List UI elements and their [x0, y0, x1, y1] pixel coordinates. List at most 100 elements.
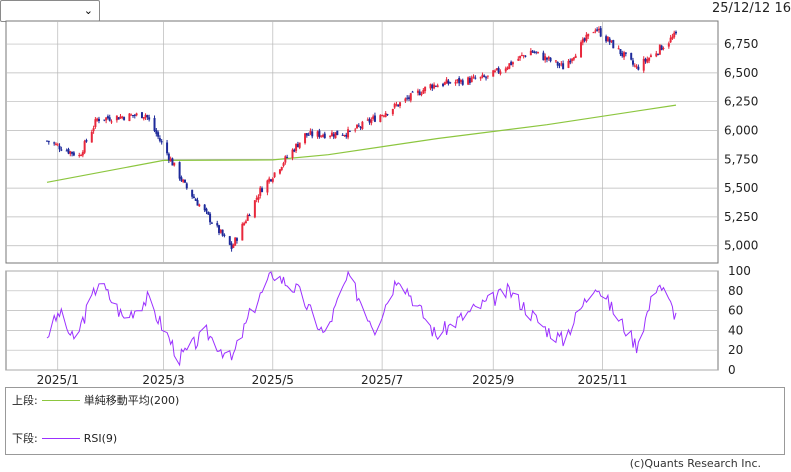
candle-body — [669, 37, 672, 43]
candle-body — [556, 61, 559, 66]
candle-body — [580, 42, 583, 58]
candle-body — [545, 57, 548, 60]
candle-body — [248, 214, 251, 217]
candle-body — [372, 116, 375, 119]
candle-body — [599, 28, 602, 37]
candle-body — [320, 135, 323, 137]
candle-body — [631, 60, 634, 65]
candle-body — [470, 77, 473, 83]
candle-body — [140, 112, 143, 119]
candle-body — [499, 71, 502, 74]
legend-lower: 下段: RSI(9) — [12, 430, 117, 446]
candle-body — [90, 131, 93, 143]
candle-body — [357, 125, 360, 127]
candle-body — [422, 89, 425, 94]
candle-body — [393, 103, 396, 108]
candle-body — [196, 200, 199, 206]
candle-body — [69, 151, 72, 155]
candle-body — [142, 117, 145, 119]
candle-body — [321, 135, 324, 137]
candle-body — [336, 130, 339, 136]
candle-body — [359, 126, 362, 128]
candle-body — [223, 234, 226, 236]
candle-body — [361, 121, 364, 129]
candle-body — [255, 198, 258, 200]
candle-body — [671, 36, 674, 39]
candle-body — [108, 117, 111, 121]
candle-body — [261, 188, 264, 193]
candle-body — [81, 152, 84, 156]
candle-body — [270, 179, 273, 182]
candle-body — [348, 130, 351, 132]
candle-body — [284, 156, 287, 163]
candle-body — [135, 113, 138, 116]
candle-body — [278, 169, 281, 174]
candle-body — [304, 133, 307, 144]
x-tick-label: 2025/3 — [142, 373, 184, 387]
candle-body — [318, 130, 321, 138]
candle-body — [562, 63, 565, 70]
candle-body — [492, 70, 495, 77]
candle-body — [537, 51, 540, 53]
candle-body — [92, 128, 95, 132]
candle-body — [216, 223, 219, 226]
candle-body — [343, 135, 346, 137]
candle-body — [307, 134, 310, 136]
candle-body — [587, 33, 590, 37]
candle-body — [169, 158, 172, 162]
candle-body — [334, 132, 337, 139]
candle-body — [266, 180, 269, 193]
candle-body — [495, 68, 498, 70]
candle-body — [94, 119, 97, 128]
candle-body — [332, 134, 335, 137]
candle-body — [271, 178, 274, 182]
candle-body — [479, 76, 482, 79]
candle-body — [244, 221, 247, 224]
candle-body — [123, 117, 126, 120]
candle-body — [583, 38, 586, 41]
legend-upper-series: 単純移動平均(200) — [83, 394, 180, 407]
candle-body — [67, 149, 70, 154]
candle-body — [386, 114, 389, 116]
candle-body — [58, 145, 61, 150]
candle-body — [155, 130, 158, 134]
x-tick-label: 2025/5 — [252, 373, 294, 387]
candle-body — [395, 104, 398, 106]
candle-body — [293, 149, 296, 152]
candle-body — [144, 114, 147, 118]
candle-body — [180, 177, 183, 181]
candle-body — [121, 116, 124, 118]
price-y-tick-label: 5,500 — [724, 181, 758, 195]
timestamp: 25/12/12 16 — [711, 1, 791, 16]
candle-body — [282, 163, 285, 166]
candle-body — [399, 102, 402, 106]
candle-body — [420, 93, 423, 95]
candle-body — [309, 131, 312, 135]
candle-body — [644, 58, 647, 62]
candle-body — [228, 236, 231, 245]
candle-body — [637, 66, 640, 70]
x-tick-label: 2025/1 — [37, 373, 79, 387]
candle-body — [323, 133, 326, 139]
legend-lower-series: RSI(9) — [83, 431, 118, 445]
candle-body — [571, 58, 574, 61]
candle-body — [347, 129, 350, 138]
candle-body — [235, 238, 238, 241]
candle-body — [85, 140, 88, 142]
price-y-tick-label: 6,750 — [724, 37, 758, 51]
candle-body — [581, 39, 584, 43]
candle-body — [291, 149, 294, 158]
candle-body — [370, 119, 373, 124]
candle-body — [506, 67, 509, 70]
candle-body — [519, 55, 522, 59]
candle-body — [117, 117, 120, 120]
candle-body — [535, 51, 538, 53]
candle-body — [456, 79, 459, 82]
candle-body — [673, 32, 676, 38]
candle-body — [474, 77, 477, 79]
candle-body — [605, 36, 608, 42]
candle-body — [368, 118, 371, 123]
candle-body — [146, 115, 149, 118]
candle-body — [610, 40, 613, 42]
x-axis: 2025/1 2025/3 2025/5 2025/7 2025/9 2025/11 — [37, 373, 628, 387]
